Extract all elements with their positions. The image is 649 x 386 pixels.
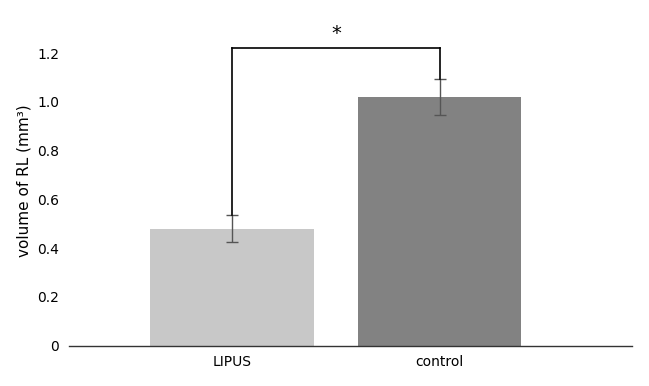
Y-axis label: volume of RL (mm³): volume of RL (mm³) xyxy=(17,105,32,257)
Text: *: * xyxy=(331,24,341,44)
Bar xyxy=(151,229,313,345)
Bar xyxy=(358,97,521,345)
